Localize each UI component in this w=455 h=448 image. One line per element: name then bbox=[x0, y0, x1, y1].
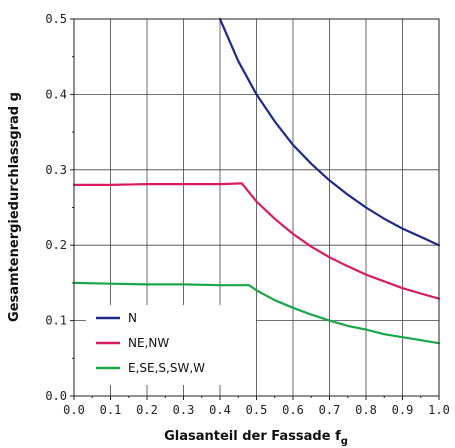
y-tick-label: 0.2 bbox=[45, 238, 67, 252]
x-tick-label: 0.9 bbox=[392, 403, 414, 417]
x-axis-title: Glasanteil der Fassade fg bbox=[164, 429, 348, 447]
series-lines bbox=[72, 17, 441, 345]
y-tick-label: 0.4 bbox=[45, 87, 67, 101]
series-line-2 bbox=[72, 182, 441, 300]
legend-label: E,SE,S,SW,W bbox=[128, 361, 205, 375]
x-tick-label: 0.6 bbox=[282, 403, 304, 417]
x-tick-label: 0.3 bbox=[173, 403, 195, 417]
y-tick-label: 0.1 bbox=[45, 314, 67, 328]
x-tick-label: 0.1 bbox=[100, 403, 122, 417]
y-tick-label: 0.5 bbox=[45, 12, 67, 26]
x-tick-label: 0.5 bbox=[246, 403, 268, 417]
x-tick-labels: 0.0 0.1 0.2 0.3 0.4 0.5 0.6 0.7 0.8 0.9 1.0 bbox=[63, 403, 450, 417]
y-axis-title: Gesamtenergiedurchlassgrad g bbox=[7, 92, 22, 322]
legend-label: NE,NW bbox=[128, 336, 169, 350]
legend: N NE,NW E,SE,S,SW,W bbox=[86, 305, 256, 385]
x-tick-label: 0.2 bbox=[136, 403, 158, 417]
x-tick-label: 0.4 bbox=[209, 403, 231, 417]
plot-frame bbox=[73, 18, 440, 397]
series-line-1 bbox=[218, 17, 441, 247]
y-tick-label: 0.0 bbox=[45, 389, 67, 403]
x-tick-label: 0.8 bbox=[355, 403, 377, 417]
y-tick-label: 0.3 bbox=[45, 163, 67, 177]
series-line-3 bbox=[72, 281, 441, 345]
x-tick-label: 0.0 bbox=[63, 403, 85, 417]
y-tick-labels: 0.0 0.1 0.2 0.3 0.4 0.5 bbox=[45, 12, 67, 403]
x-tick-label: 1.0 bbox=[428, 403, 450, 417]
x-tick-label: 0.7 bbox=[319, 403, 341, 417]
legend-label: N bbox=[128, 311, 137, 325]
